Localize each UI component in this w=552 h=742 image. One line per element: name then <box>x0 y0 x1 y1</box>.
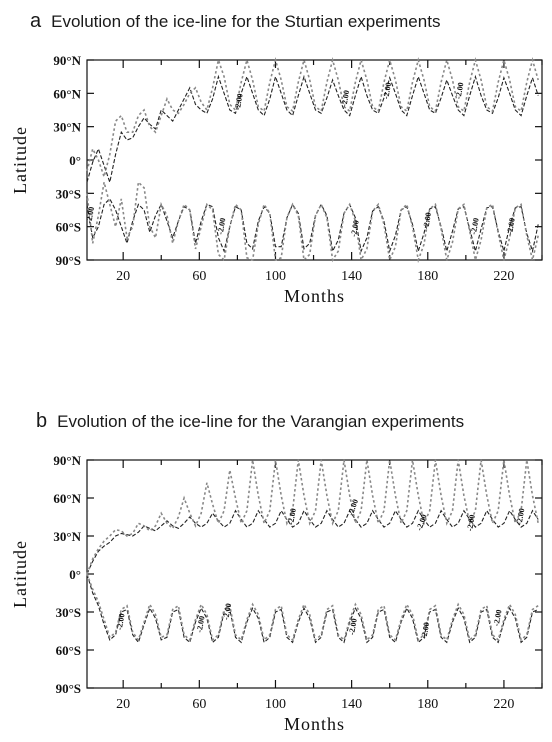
a-ytick-label: 60°S <box>56 220 81 235</box>
b-contour-label: -2.00 <box>347 618 359 636</box>
b-ytick-label: 60°N <box>53 491 81 506</box>
b-xtick-label: 60 <box>192 697 206 712</box>
a-xlabel: Months <box>284 286 345 306</box>
panel-a-title: Evolution of the ice-line for the Sturti… <box>51 12 441 31</box>
a-contour-label: -2.00 <box>339 89 351 107</box>
b-plot-frame <box>86 459 543 689</box>
a-ylabel: Latitude <box>10 126 30 194</box>
b-ytick-label: 90°S <box>56 681 81 696</box>
b-xtick-label: 180 <box>417 697 438 712</box>
b-ytick-label: 30°N <box>53 529 81 544</box>
a-xtick-label: 180 <box>417 269 438 284</box>
b-ytick-label: 90°N <box>53 453 81 468</box>
a-xtick-label: 20 <box>116 269 130 284</box>
a-ytick-label: 90°N <box>53 53 81 68</box>
a-ytick-label: 90°S <box>56 253 81 268</box>
panel-a-heading: a Evolution of the ice-line for the Sturt… <box>0 10 440 33</box>
b-contour-label: -2.00 <box>419 622 431 640</box>
b-series-1-north <box>86 509 539 575</box>
b-xlabel: Months <box>284 714 345 734</box>
panel-b-heading: b Evolution of the ice-line for the Varan… <box>0 410 464 433</box>
b-contour-label: -2.00 <box>286 508 298 526</box>
panel-b-title: Evolution of the ice-line for the Varang… <box>57 412 465 431</box>
b-contour-label: -2.00 <box>221 603 233 621</box>
a-xtick-label: 100 <box>265 269 286 284</box>
chart-b: 90°N 60°N 30°N 0° 30°S 60°S 90°S 20 60 100 140 180 2… <box>10 453 543 734</box>
a-contour-label: -2.00 <box>216 217 228 235</box>
a-series-2-north <box>86 56 539 180</box>
a-contour-label: -2.00 <box>349 219 361 237</box>
panel-a-letter: a <box>30 10 42 32</box>
panel-b-letter: b <box>36 410 48 432</box>
a-ytick-label: 30°N <box>53 120 81 135</box>
b-xtick-label: 140 <box>341 697 362 712</box>
chart-a: 90°N 60°N 30°N 0° 30°S 60°S 90°S 20 60 100 140 180 2… <box>10 53 543 306</box>
a-ytick-label: 30°S <box>56 186 81 201</box>
b-contour-label: -2.00 <box>115 613 127 631</box>
a-ytick-label: 60°N <box>53 86 81 101</box>
b-xtick-label: 100 <box>265 697 286 712</box>
b-ytick-label: 60°S <box>56 643 81 658</box>
b-ylabel: Latitude <box>10 540 30 608</box>
a-series-1-north <box>86 74 539 185</box>
b-contour-label: -2.00 <box>195 615 207 633</box>
b-contour-label: -2.00 <box>515 508 527 526</box>
a-ytick-label: 0° <box>69 153 81 168</box>
a-contour-label: -2.00 <box>454 82 466 100</box>
a-contour-label: -2.00 <box>469 217 481 235</box>
b-series-1-south <box>86 573 539 644</box>
a-series-2-south <box>86 180 539 264</box>
b-series-2-south <box>86 573 539 642</box>
b-contour-label: -2.00 <box>465 514 477 532</box>
b-ytick-label: 0° <box>69 567 81 582</box>
b-contour-label: -2.00 <box>492 609 504 627</box>
a-xtick-label: 220 <box>493 269 514 284</box>
a-contour-label: -2.00 <box>233 93 245 111</box>
a-contour-label: -2.00 <box>505 217 517 235</box>
a-xtick-label: 140 <box>341 269 362 284</box>
a-xtick-label: 60 <box>192 269 206 284</box>
a-contour-label: -2.00 <box>381 82 393 100</box>
a-contour-label: -2.00 <box>84 206 96 224</box>
b-series-2-north <box>86 459 539 575</box>
b-contour-label: -2.00 <box>346 498 360 517</box>
b-xtick-label: 20 <box>116 697 130 712</box>
b-xtick-label: 220 <box>493 697 514 712</box>
a-contour-label: -2.00 <box>421 212 433 230</box>
b-ytick-label: 30°S <box>56 605 81 620</box>
